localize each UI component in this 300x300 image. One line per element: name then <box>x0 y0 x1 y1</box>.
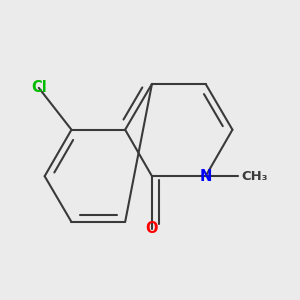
Text: O: O <box>146 221 158 236</box>
Text: Cl: Cl <box>31 80 46 95</box>
Text: N: N <box>200 169 212 184</box>
Text: CH₃: CH₃ <box>242 170 268 183</box>
